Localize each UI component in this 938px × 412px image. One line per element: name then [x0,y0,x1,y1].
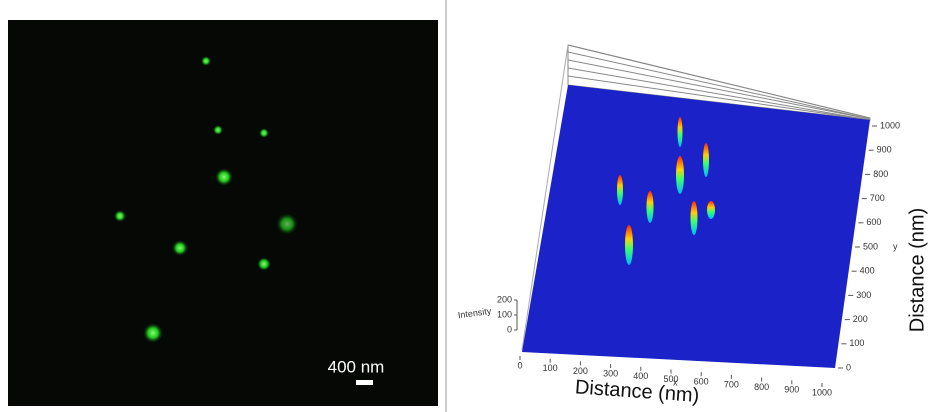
x-tick-label: 900 [784,385,799,395]
figure: 400 nm Distance (nm) Distance (nm) x y I… [0,0,938,412]
x-tick-label: 700 [724,379,739,389]
y-tick-label: 300 [856,290,871,300]
microscopy-image [8,20,438,406]
z-tick-label: 100 [497,309,512,319]
y-tick-label: 500 [863,241,878,251]
z-tick-label: 200 [497,294,512,304]
y-tick-label: 400 [860,266,875,276]
microscopy-panel: 400 nm [8,20,438,406]
y-tick-label: 200 [853,314,868,324]
x-tick-label: 500 [663,374,678,384]
x-tick-label: 400 [633,371,648,381]
y-axis-title: Distance (nm) [906,208,928,332]
x-tick-label: 0 [517,360,522,370]
x-tick-label: 1000 [812,387,832,397]
x-tick-label: 300 [603,368,618,378]
y-tick-label: 1000 [880,120,900,130]
y-tick-label: 900 [877,145,892,155]
y-tick-label: 700 [870,193,885,203]
y-tick-label: 600 [866,217,881,227]
x-tick-label: 100 [543,363,558,373]
x-tick-label: 200 [573,366,588,376]
y-tick-label: 100 [849,338,864,348]
y-tick-label: 800 [873,169,888,179]
scale-bar-label: 400 nm [328,357,385,376]
x-tick-label: 800 [754,382,769,392]
z-tick-label: 0 [507,324,512,334]
x-tick-label: 600 [694,377,709,387]
scale-bar [356,380,373,385]
y-label: y [893,241,898,251]
y-tick-label: 0 [846,362,851,372]
